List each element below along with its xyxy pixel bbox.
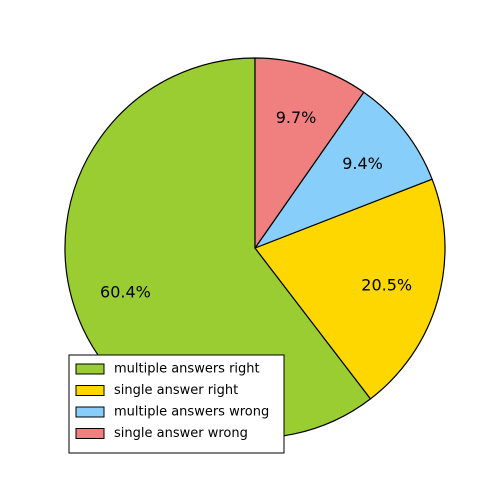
legend-swatch-multiple-answers-right [76,364,104,374]
legend: multiple answers right single answer righ… [69,355,284,453]
pie-label-multiple-answers-wrong: 9.4% [342,154,383,173]
legend-label-single-answer-wrong: single answer wrong [114,426,248,441]
legend-swatch-single-answer-wrong [76,429,104,439]
legend-label-multiple-answers-wrong: multiple answers wrong [114,405,269,420]
pie-label-single-answer-wrong: 9.7% [276,108,317,127]
legend-swatch-multiple-answers-wrong [76,407,104,417]
legend-swatch-single-answer-right [76,386,104,396]
pie-label-single-answer-right: 20.5% [361,275,412,294]
legend-label-multiple-answers-right: multiple answers right [114,362,260,377]
legend-label-single-answer-right: single answer right [114,383,238,398]
pie-label-multiple-answers-right: 60.4% [100,282,151,301]
